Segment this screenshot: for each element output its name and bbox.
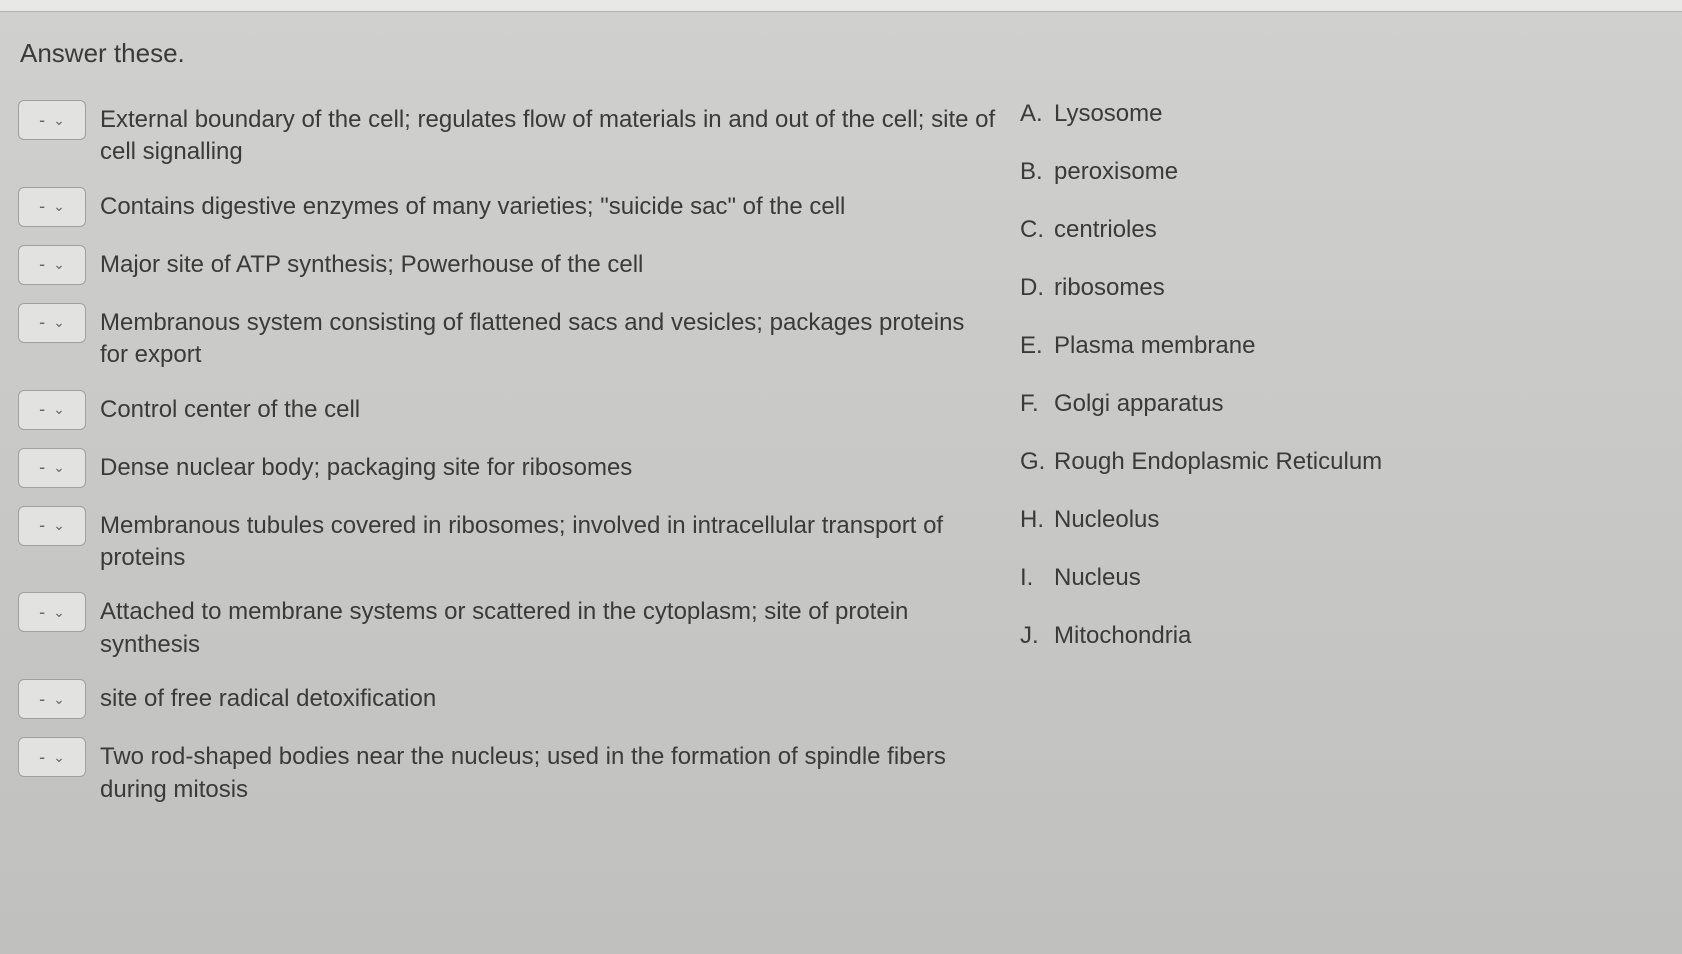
answer-label: Nucleolus (1054, 506, 1159, 534)
chevron-down-icon: ⌄ (53, 691, 65, 708)
dropdown-placeholder: - (39, 312, 45, 333)
answer-dropdown[interactable]: - ⌄ (18, 737, 86, 777)
answer-option: I. Nucleus (1020, 564, 1660, 592)
chevron-down-icon: ⌄ (53, 459, 65, 476)
question-text: Two rod-shaped bodies near the nucleus; … (100, 737, 998, 806)
answer-letter: D. (1020, 274, 1054, 302)
question-text: Major site of ATP synthesis; Powerhouse … (100, 245, 643, 281)
answer-dropdown[interactable]: - ⌄ (18, 303, 86, 343)
answer-option: F. Golgi apparatus (1020, 390, 1660, 418)
answer-option: G. Rough Endoplasmic Reticulum (1020, 448, 1660, 476)
answer-label: Golgi apparatus (1054, 390, 1223, 418)
question-row: - ⌄ External boundary of the cell; regul… (18, 100, 998, 169)
answer-label: centrioles (1054, 216, 1157, 244)
question-row: - ⌄ Contains digestive enzymes of many v… (18, 187, 998, 227)
answer-letter: G. (1020, 448, 1054, 476)
chevron-down-icon: ⌄ (53, 198, 65, 215)
question-row: - ⌄ Membranous tubules covered in riboso… (18, 506, 998, 575)
question-row: - ⌄ Membranous system consisting of flat… (18, 303, 998, 372)
dropdown-placeholder: - (39, 747, 45, 768)
chevron-down-icon: ⌄ (53, 256, 65, 273)
question-text: Control center of the cell (100, 390, 360, 426)
answer-letter: C. (1020, 216, 1054, 244)
chevron-down-icon: ⌄ (53, 314, 65, 331)
answer-option: B. peroxisome (1020, 158, 1660, 186)
answer-option: D. ribosomes (1020, 274, 1660, 302)
chevron-down-icon: ⌄ (53, 604, 65, 621)
dropdown-placeholder: - (39, 515, 45, 536)
answer-letter: B. (1020, 158, 1054, 186)
answer-dropdown[interactable]: - ⌄ (18, 187, 86, 227)
question-text: Dense nuclear body; packaging site for r… (100, 448, 632, 484)
answer-letter: J. (1020, 622, 1054, 650)
question-text: Contains digestive enzymes of many varie… (100, 187, 845, 223)
dropdown-placeholder: - (39, 689, 45, 710)
answer-letter: F. (1020, 390, 1054, 418)
question-text: site of free radical detoxification (100, 679, 436, 715)
question-row: - ⌄ site of free radical detoxification (18, 679, 998, 719)
answer-option: H. Nucleolus (1020, 506, 1660, 534)
dropdown-placeholder: - (39, 602, 45, 623)
question-row: - ⌄ Dense nuclear body; packaging site f… (18, 448, 998, 488)
answer-dropdown[interactable]: - ⌄ (18, 100, 86, 140)
answer-label: ribosomes (1054, 274, 1165, 302)
answer-label: Mitochondria (1054, 622, 1191, 650)
answer-dropdown[interactable]: - ⌄ (18, 245, 86, 285)
answer-letter: I. (1020, 564, 1054, 592)
page-title: Answer these. (20, 38, 185, 69)
answer-dropdown[interactable]: - ⌄ (18, 592, 86, 632)
answer-letter: H. (1020, 506, 1054, 534)
question-text: Membranous tubules covered in ribosomes;… (100, 506, 998, 575)
chevron-down-icon: ⌄ (53, 749, 65, 766)
question-row: - ⌄ Major site of ATP synthesis; Powerho… (18, 245, 998, 285)
question-text: Attached to membrane systems or scattere… (100, 592, 998, 661)
chevron-down-icon: ⌄ (53, 401, 65, 418)
dropdown-placeholder: - (39, 196, 45, 217)
answer-label: Rough Endoplasmic Reticulum (1054, 448, 1382, 476)
dropdown-placeholder: - (39, 399, 45, 420)
question-row: - ⌄ Two rod-shaped bodies near the nucle… (18, 737, 998, 806)
answer-option: C. centrioles (1020, 216, 1660, 244)
dropdown-placeholder: - (39, 457, 45, 478)
answer-label: Lysosome (1054, 100, 1163, 128)
dropdown-placeholder: - (39, 110, 45, 131)
answer-dropdown[interactable]: - ⌄ (18, 506, 86, 546)
answer-letter: A. (1020, 100, 1054, 128)
chevron-down-icon: ⌄ (53, 112, 65, 129)
question-text: External boundary of the cell; regulates… (100, 100, 998, 169)
answer-label: Plasma membrane (1054, 332, 1255, 360)
answer-label: Nucleus (1054, 564, 1141, 592)
answer-label: peroxisome (1054, 158, 1178, 186)
answer-option: J. Mitochondria (1020, 622, 1660, 650)
answer-option: A. Lysosome (1020, 100, 1660, 128)
answer-dropdown[interactable]: - ⌄ (18, 448, 86, 488)
chevron-down-icon: ⌄ (53, 517, 65, 534)
question-row: - ⌄ Control center of the cell (18, 390, 998, 430)
questions-column: - ⌄ External boundary of the cell; regul… (18, 100, 998, 824)
dropdown-placeholder: - (39, 254, 45, 275)
answer-dropdown[interactable]: - ⌄ (18, 679, 86, 719)
window-top-edge (0, 0, 1682, 12)
question-text: Membranous system consisting of flattene… (100, 303, 998, 372)
answer-dropdown[interactable]: - ⌄ (18, 390, 86, 430)
question-row: - ⌄ Attached to membrane systems or scat… (18, 592, 998, 661)
answer-letter: E. (1020, 332, 1054, 360)
answer-option: E. Plasma membrane (1020, 332, 1660, 360)
answers-column: A. Lysosome B. peroxisome C. centrioles … (1020, 100, 1660, 680)
